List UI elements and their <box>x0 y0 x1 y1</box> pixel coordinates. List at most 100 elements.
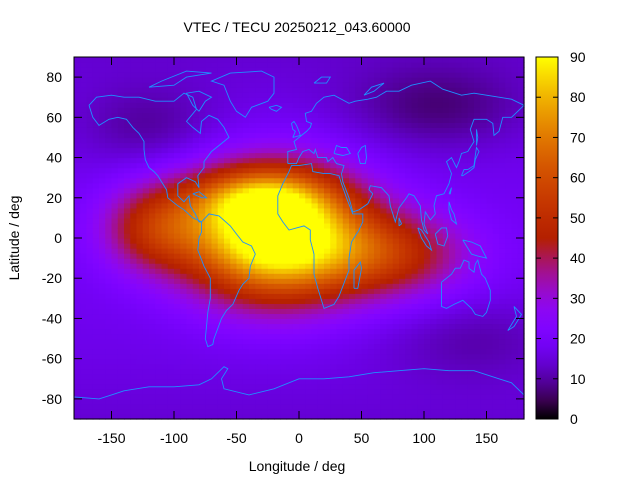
heatmap-cell <box>199 207 206 214</box>
heatmap-cell <box>111 343 119 350</box>
heatmap-cell <box>330 217 338 224</box>
heatmap-cell <box>261 363 269 370</box>
heatmap-cell <box>330 212 338 219</box>
heatmap-cell <box>161 243 169 249</box>
heatmap-cell <box>349 283 356 289</box>
heatmap-cell <box>117 273 125 279</box>
heatmap-cell <box>142 157 150 164</box>
heatmap-cell <box>486 127 494 134</box>
heatmap-cell <box>324 132 331 139</box>
heatmap-cell <box>480 263 488 269</box>
heatmap-cell <box>480 393 488 400</box>
heatmap-cell <box>417 207 425 214</box>
heatmap-cell <box>380 62 388 68</box>
heatmap-cell <box>142 127 150 134</box>
heatmap-cell <box>305 353 313 360</box>
heatmap-cell <box>455 217 463 224</box>
heatmap-cell <box>180 157 188 164</box>
heatmap-cell <box>436 288 444 294</box>
heatmap-cell <box>424 348 431 355</box>
heatmap-cell <box>105 97 113 103</box>
heatmap-cell <box>130 363 138 370</box>
heatmap-cell <box>142 403 150 410</box>
heatmap-cell <box>161 328 169 335</box>
heatmap-cell <box>311 92 319 98</box>
heatmap-cell <box>186 57 194 63</box>
heatmap-cell <box>424 288 431 294</box>
heatmap-cell <box>480 87 488 93</box>
heatmap-cell <box>236 182 244 189</box>
heatmap-cell <box>467 408 475 415</box>
heatmap-cell <box>461 298 469 304</box>
heatmap-cell <box>342 308 350 315</box>
heatmap-cell <box>124 398 131 405</box>
heatmap-cell <box>455 72 463 78</box>
heatmap-cell <box>355 232 363 239</box>
heatmap-cell <box>299 373 306 380</box>
heatmap-cell <box>136 373 144 380</box>
heatmap-cell <box>280 67 288 73</box>
heatmap-cell <box>230 368 238 375</box>
heatmap-cell <box>367 122 375 128</box>
heatmap-cell <box>267 333 275 340</box>
heatmap-cell <box>430 192 438 199</box>
heatmap-cell <box>111 318 119 325</box>
heatmap-cell <box>424 253 431 259</box>
heatmap-cell <box>286 408 294 415</box>
heatmap-cell <box>324 318 331 325</box>
heatmap-cell <box>486 338 494 345</box>
heatmap-cell <box>111 92 119 98</box>
heatmap-cell <box>305 197 313 204</box>
heatmap-cell <box>311 122 319 128</box>
heatmap-cell <box>111 97 119 103</box>
heatmap-cell <box>349 217 356 224</box>
heatmap-cell <box>461 157 469 164</box>
heatmap-cell <box>405 227 413 234</box>
heatmap-cell <box>486 393 494 400</box>
heatmap-cell <box>136 308 144 315</box>
heatmap-cell <box>455 212 463 219</box>
heatmap-cell <box>467 127 475 134</box>
heatmap-cell <box>392 102 400 108</box>
heatmap-cell <box>449 393 456 400</box>
heatmap-cell <box>474 67 481 73</box>
heatmap-cell <box>117 197 125 204</box>
heatmap-cell <box>436 142 444 149</box>
heatmap-cell <box>86 378 94 385</box>
heatmap-cell <box>105 202 113 209</box>
heatmap-cell <box>186 393 194 400</box>
heatmap-cell <box>117 167 125 174</box>
heatmap-cell <box>192 248 200 254</box>
heatmap-cell <box>180 298 188 304</box>
heatmap-cell <box>486 162 494 169</box>
heatmap-cell <box>105 343 113 350</box>
heatmap-cell <box>186 373 194 380</box>
heatmap-cell <box>130 82 138 88</box>
heatmap-cell <box>161 177 169 184</box>
heatmap-cell <box>167 127 175 134</box>
heatmap-cell <box>217 147 225 154</box>
heatmap-cell <box>467 132 475 139</box>
heatmap-cell <box>99 403 106 410</box>
heatmap-cell <box>367 378 375 385</box>
heatmap-cell <box>349 202 356 209</box>
heatmap-cell <box>211 378 219 385</box>
heatmap-cell <box>80 157 88 164</box>
heatmap-cell <box>455 348 463 355</box>
heatmap-cell <box>267 182 275 189</box>
heatmap-cell <box>124 217 131 224</box>
heatmap-cell <box>92 293 100 299</box>
heatmap-cell <box>199 328 206 335</box>
heatmap-cell <box>180 202 188 209</box>
heatmap-cell <box>424 333 431 340</box>
heatmap-cell <box>242 323 250 330</box>
heatmap-cell <box>386 132 394 139</box>
heatmap-cell <box>230 187 238 194</box>
heatmap-cell <box>86 313 94 320</box>
heatmap-cell <box>161 398 169 405</box>
heatmap-cell <box>192 72 200 78</box>
heatmap-cell <box>205 92 213 98</box>
heatmap-cell <box>255 67 263 73</box>
heatmap-cell <box>330 67 338 73</box>
heatmap-cell <box>249 177 256 184</box>
